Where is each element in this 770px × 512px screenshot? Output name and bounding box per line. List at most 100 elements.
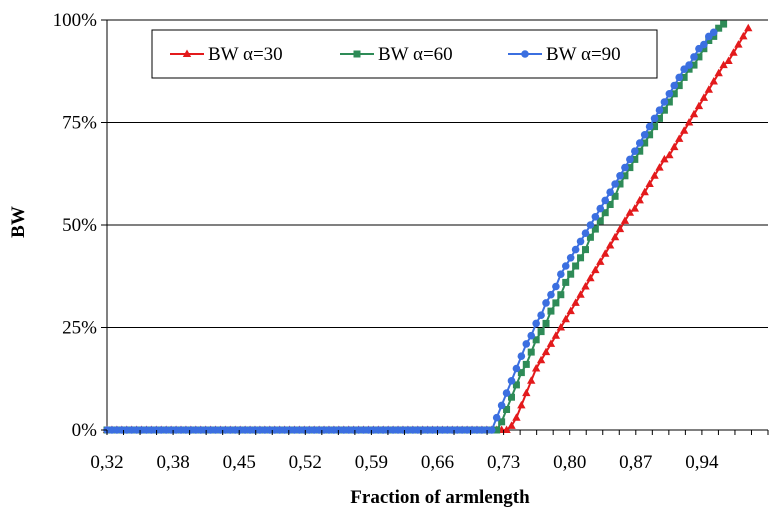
data-point <box>492 413 501 422</box>
series-layer <box>102 20 753 434</box>
data-point <box>487 426 496 434</box>
data-point <box>576 237 585 246</box>
data-point <box>581 229 590 237</box>
data-point <box>680 73 688 81</box>
x-tick-label: 0,66 <box>421 452 454 473</box>
x-tick-label: 0,45 <box>223 452 256 473</box>
x-tick-label: 0,59 <box>355 452 388 473</box>
data-point <box>497 401 506 410</box>
data-point <box>715 24 723 32</box>
data-point <box>645 179 654 187</box>
data-point <box>700 40 708 49</box>
data-point <box>571 245 580 254</box>
legend-label: BW α=90 <box>546 44 621 65</box>
x-tick-label: 0,73 <box>487 452 520 473</box>
data-point <box>650 171 659 179</box>
series-2 <box>103 20 728 434</box>
data-point <box>552 299 560 307</box>
tick-labels: 0% 25% 50% 75% 100% 0,32 0,38 0,45 0,52 0,59 0,66 0… <box>53 10 769 473</box>
data-point <box>502 389 511 397</box>
data-point <box>522 388 531 397</box>
data-point <box>596 204 605 213</box>
data-point <box>546 339 556 347</box>
data-point <box>507 393 515 401</box>
data-point <box>655 114 663 122</box>
series-3 <box>103 28 718 434</box>
data-point <box>551 331 561 339</box>
data-point <box>581 282 590 290</box>
data-point <box>537 328 545 336</box>
data-point <box>591 225 599 233</box>
data-point <box>606 188 614 196</box>
data-point <box>586 233 594 241</box>
legend-marker <box>182 49 192 57</box>
legend-box <box>151 29 658 79</box>
data-point <box>720 20 728 28</box>
data-point <box>527 348 535 356</box>
data-point <box>645 122 654 131</box>
data-point <box>611 192 619 200</box>
y-tick-label: 50% <box>62 215 97 236</box>
data-point <box>601 196 610 205</box>
data-point <box>650 114 659 123</box>
data-point <box>586 273 595 282</box>
data-point <box>739 31 748 40</box>
data-point <box>631 147 639 155</box>
data-point <box>646 131 654 139</box>
data-point <box>611 180 619 188</box>
data-point <box>704 85 714 93</box>
data-point <box>670 81 679 90</box>
data-point <box>576 290 585 298</box>
data-point <box>729 48 738 56</box>
data-point <box>537 311 545 320</box>
data-point <box>685 61 693 69</box>
data-point <box>635 195 644 204</box>
data-point <box>679 126 689 134</box>
data-point <box>685 65 693 73</box>
data-point <box>512 381 520 389</box>
data-point <box>699 93 709 101</box>
data-point <box>734 40 743 48</box>
data-point <box>694 101 704 110</box>
data-point <box>606 201 614 208</box>
data-point <box>626 155 634 164</box>
series-1 <box>102 23 753 433</box>
data-point <box>566 306 575 315</box>
gridlines <box>107 19 768 328</box>
x-tick-label: 0,94 <box>685 452 719 473</box>
data-point <box>522 340 531 348</box>
legend-entry: BW α=90 <box>508 44 621 65</box>
data-point <box>695 53 703 61</box>
data-point <box>635 139 644 147</box>
y-tick-label: 25% <box>62 318 97 339</box>
data-point <box>651 123 659 131</box>
y-axis-title: BW <box>8 206 29 238</box>
legend-label: BW α=30 <box>208 44 283 65</box>
data-point <box>507 421 516 429</box>
legend-label: BW α=60 <box>378 44 453 65</box>
data-point <box>710 32 718 40</box>
data-point <box>675 134 684 142</box>
x-tick-label: 0,32 <box>90 452 123 473</box>
legend-entry: BW α=30 <box>170 44 283 65</box>
data-point <box>536 355 546 364</box>
data-point <box>621 163 629 172</box>
data-point <box>601 209 609 217</box>
data-point <box>709 28 718 37</box>
x-tick-label: 0,38 <box>156 452 189 473</box>
data-point <box>705 37 713 44</box>
data-point <box>709 77 718 85</box>
data-point <box>532 336 540 344</box>
data-point <box>527 331 536 340</box>
data-point <box>690 61 698 69</box>
data-point <box>610 232 620 241</box>
data-point <box>542 319 550 327</box>
data-point <box>522 360 530 368</box>
data-point <box>620 216 630 224</box>
data-point <box>596 217 604 225</box>
data-point <box>581 246 589 254</box>
data-point <box>532 319 540 328</box>
data-point <box>596 257 605 265</box>
legend: BW α=30 BW α=60 BW α=90 <box>151 29 658 79</box>
data-point <box>577 254 585 262</box>
